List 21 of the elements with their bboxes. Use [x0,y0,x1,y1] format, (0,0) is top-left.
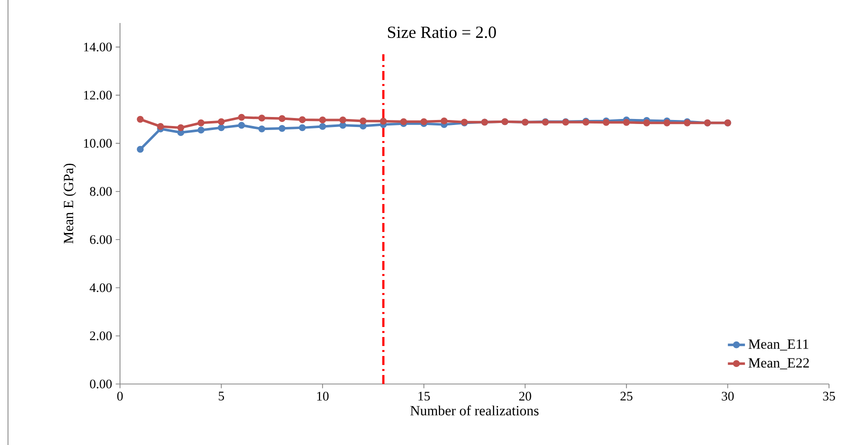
y-tick-label: 6.00 [90,235,112,244]
x-tick-label: 35 [823,392,835,401]
x-tick-label: 10 [317,392,329,401]
x-tick-label: 5 [218,392,224,400]
y-tick-label: 10.00 [84,138,112,148]
y-tick-label: 12.00 [84,90,112,100]
x-tick-label: 0 [117,392,123,401]
legend-label: Mean_E22 [748,358,809,370]
y-axis-title: Mean E (GPa) [63,164,76,244]
x-tick-label: 20 [519,392,532,401]
x-tick-label: 15 [418,392,430,401]
y-tick-label: 8.00 [90,187,112,196]
y-tick-label: 4.00 [90,283,112,292]
x-tick-label: 30 [722,392,734,401]
y-tick-label: 2.00 [90,331,112,340]
legend-label: Mean_E11 [748,339,808,351]
annotation: Size Ratio = 2.0 [388,26,496,38]
x-axis-title: Number of realizations [410,405,539,416]
y-tick-label: 0.00 [90,380,112,388]
x-tick-label: 25 [620,392,632,401]
y-tick-label: 14.00 [84,42,112,52]
